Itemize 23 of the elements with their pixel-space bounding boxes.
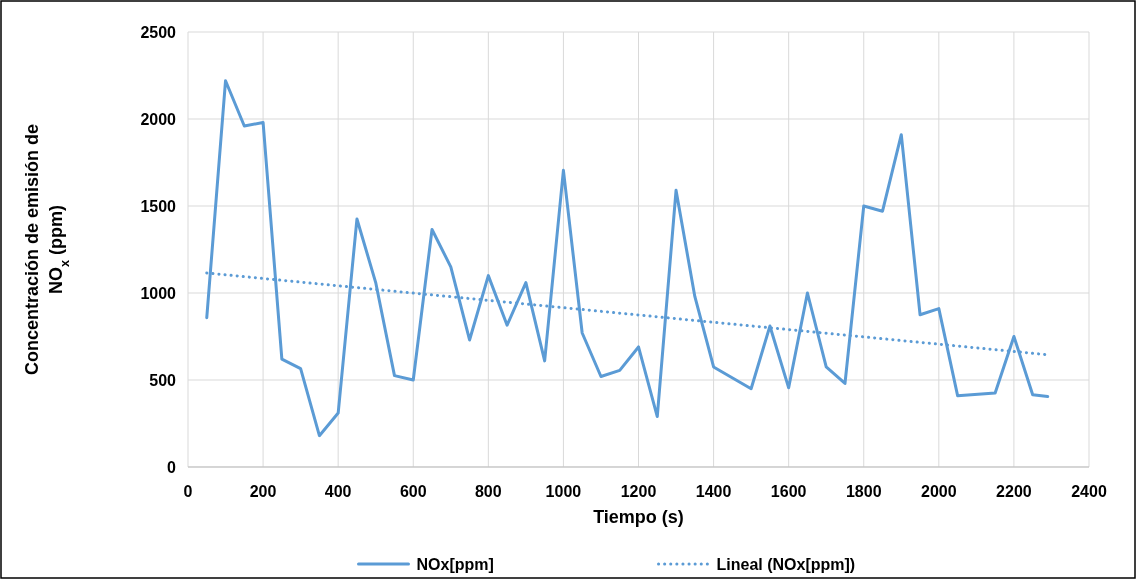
y-tick-label: 1000 (140, 284, 177, 302)
x-tick-label: 2400 (1071, 483, 1107, 500)
x-tick-label: 600 (399, 483, 427, 500)
x-tick-label: 400 (324, 483, 352, 500)
x-tick-label: 1400 (695, 483, 732, 500)
y-tick-label: 2000 (140, 110, 177, 128)
x-tick-label: 800 (474, 483, 502, 500)
x-tick-label: 2200 (996, 483, 1032, 500)
x-tick-label: 1200 (620, 483, 657, 500)
y-tick-label: 2500 (140, 23, 177, 41)
legend-label: NOx[ppm] (416, 555, 494, 573)
legend-label: Lineal (NOx[ppm]) (716, 555, 856, 573)
y-tick-label: 500 (149, 371, 177, 389)
x-tick-label: 1800 (845, 483, 882, 500)
x-tick-label: 200 (249, 483, 277, 500)
y-tick-label: 1500 (140, 197, 177, 215)
x-tick-label: 2000 (921, 483, 957, 500)
x-tick-label: 1000 (545, 483, 582, 500)
x-tick-label: 0 (183, 483, 193, 500)
x-tick-label: 1600 (770, 483, 807, 500)
y-tick-label: 0 (167, 458, 177, 476)
x-axis-title: Tiempo (s) (593, 507, 684, 527)
line-series (205, 79, 1050, 438)
